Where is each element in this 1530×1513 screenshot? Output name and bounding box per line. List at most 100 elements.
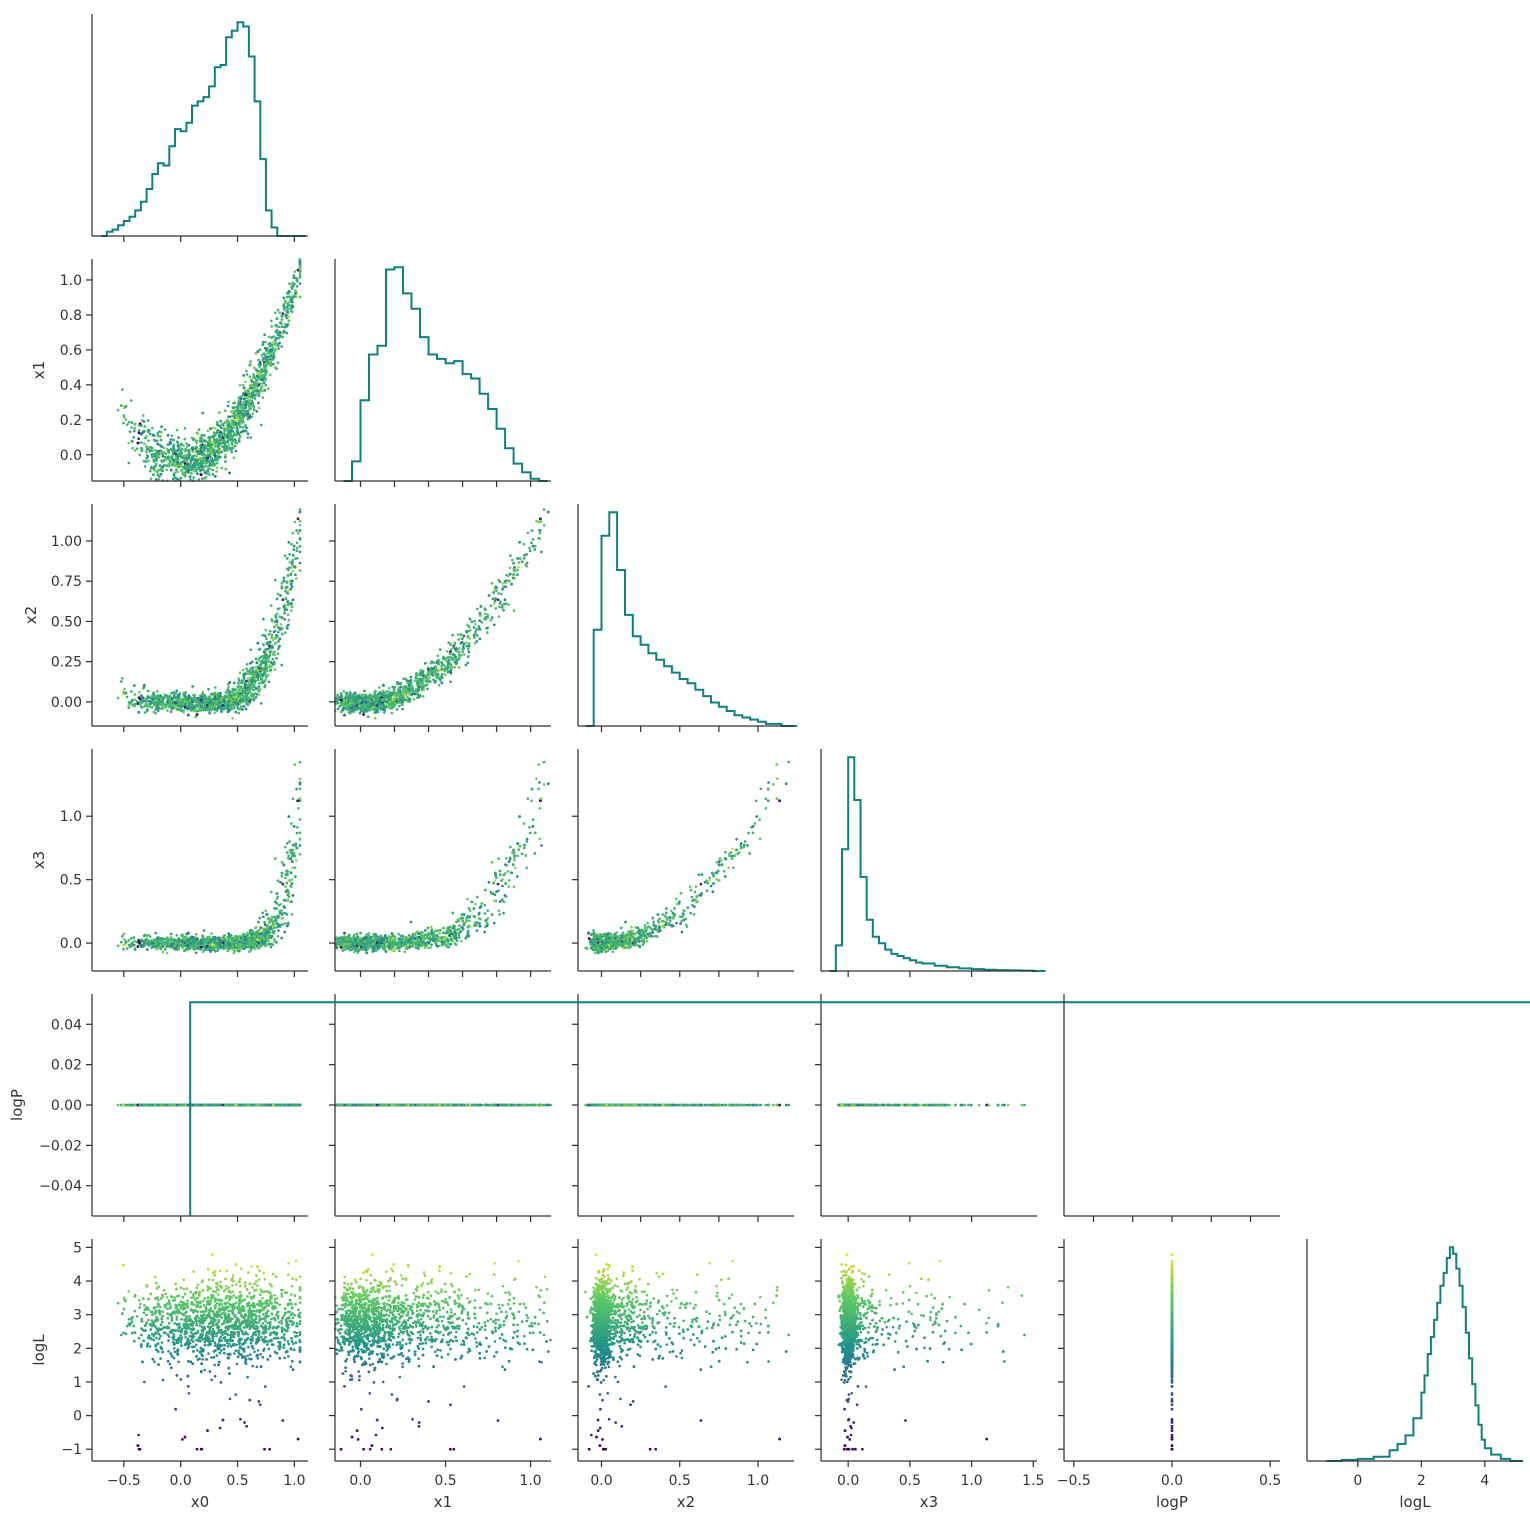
- scatter-point: [191, 447, 195, 451]
- scatter-point: [153, 466, 156, 469]
- scatter-point: [291, 579, 294, 583]
- scatter-point: [168, 461, 172, 464]
- scatter-point: [273, 348, 276, 352]
- scatter-point: [296, 546, 299, 550]
- scatter-point: [207, 687, 210, 691]
- scatter-point: [254, 352, 258, 355]
- scatter-point: [235, 414, 238, 418]
- scatter-point: [239, 685, 242, 689]
- scatter-point: [220, 426, 223, 430]
- scatter-point: [122, 414, 126, 417]
- scatter-point: [156, 432, 159, 435]
- scatter-point: [258, 365, 262, 369]
- scatter-point: [182, 444, 185, 447]
- scatter-point: [285, 585, 289, 589]
- scatter-point: [262, 617, 265, 621]
- scatter-point: [151, 433, 155, 437]
- scatter-point: [194, 445, 198, 449]
- scatter-point: [156, 434, 160, 438]
- scatter-point: [295, 541, 299, 545]
- scatter-point: [298, 538, 302, 541]
- scatter-point: [249, 698, 253, 701]
- scatter-point: [227, 400, 230, 404]
- scatter-point: [261, 343, 265, 347]
- scatter-point: [270, 319, 273, 323]
- scatter-point: [259, 667, 263, 670]
- scatter-point: [287, 589, 290, 592]
- scatter-point: [186, 462, 190, 466]
- scatter-point: [254, 657, 258, 660]
- scatter-point: [298, 561, 302, 565]
- scatter-point: [252, 408, 256, 412]
- scatter-point: [137, 429, 141, 432]
- scatter-point: [236, 409, 239, 413]
- scatter-point: [234, 710, 238, 714]
- scatter-point: [154, 449, 157, 452]
- scatter-point: [262, 374, 265, 377]
- scatter-point: [233, 401, 236, 405]
- scatter-point: [276, 652, 280, 656]
- scatter-point: [287, 618, 291, 622]
- scatter-point: [186, 445, 189, 448]
- scatter-point: [246, 390, 249, 394]
- scatter-point: [258, 361, 262, 364]
- scatter-point: [261, 358, 265, 362]
- scatter-point: [175, 428, 179, 432]
- scatter-point: [166, 443, 170, 446]
- scatter-point: [206, 465, 210, 468]
- scatter-point: [298, 550, 302, 554]
- scatter-point: [180, 442, 183, 446]
- panel-x1-vs-x1: [334, 259, 551, 487]
- scatter-point: [177, 446, 180, 450]
- scatter-point: [271, 341, 275, 344]
- scatter-point: [274, 344, 278, 348]
- scatter-point: [249, 386, 252, 390]
- scatter-point: [159, 449, 162, 453]
- scatter-point: [148, 432, 152, 436]
- scatter-point: [240, 394, 244, 398]
- scatter-point: [251, 669, 255, 672]
- scatter-point: [250, 415, 254, 419]
- scatter-point: [282, 329, 286, 333]
- scatter-point: [272, 352, 276, 355]
- scatter-point: [298, 265, 302, 268]
- scatter-point: [262, 381, 266, 385]
- scatter-point: [293, 565, 296, 569]
- scatter-point: [283, 325, 287, 329]
- scatter-point: [289, 573, 293, 576]
- scatter-point: [196, 472, 199, 475]
- scatter-point: [197, 466, 200, 470]
- scatter-point: [213, 691, 216, 695]
- scatter-point: [161, 469, 164, 472]
- scatter-point: [208, 453, 211, 457]
- scatter-point: [216, 449, 219, 453]
- scatter-point: [149, 477, 153, 481]
- scatter-point: [278, 637, 282, 641]
- scatter-point: [195, 455, 199, 458]
- scatter-point: [201, 448, 205, 451]
- scatter-point: [270, 325, 273, 328]
- scatter-point: [255, 387, 258, 390]
- scatter-point: [298, 258, 302, 261]
- scatter-point: [271, 357, 275, 361]
- scatter-point: [267, 633, 271, 636]
- scatter-point: [152, 692, 155, 695]
- scatter-point: [187, 450, 191, 454]
- scatter-point: [256, 372, 259, 375]
- scatter-point: [120, 404, 123, 407]
- scatter-point: [179, 464, 183, 467]
- scatter-point: [245, 373, 249, 376]
- scatter-point: [161, 460, 164, 464]
- scatter-point: [246, 415, 249, 418]
- scatter-point: [236, 407, 240, 410]
- scatter-point: [296, 279, 299, 283]
- scatter-point: [264, 383, 268, 387]
- scatter-point: [246, 672, 249, 675]
- scatter-point: [269, 664, 272, 667]
- scatter-point: [254, 686, 257, 689]
- scatter-point: [133, 698, 137, 701]
- scatter-point: [244, 380, 247, 384]
- scatter-point: [245, 663, 249, 666]
- scatter-point: [147, 439, 150, 443]
- scatter-point: [161, 450, 164, 454]
